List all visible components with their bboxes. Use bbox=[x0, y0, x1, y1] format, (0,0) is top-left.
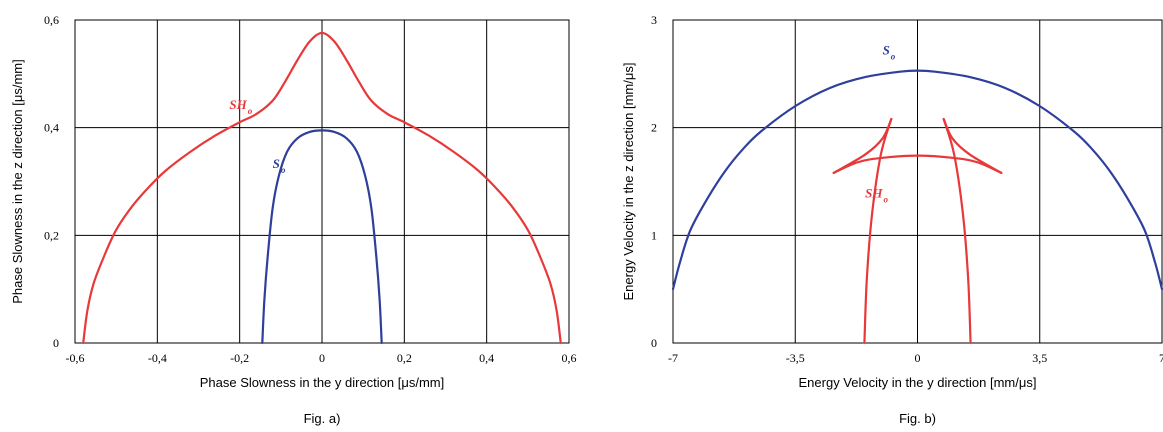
chart-b-series-label-sh: SHo bbox=[865, 186, 888, 205]
chart-a-caption: Fig. a) bbox=[304, 411, 341, 426]
chart-a-series-s-line bbox=[261, 129, 383, 345]
chart-b-series-sh-line bbox=[863, 117, 893, 345]
chart-b-x-tick-label: 3,5 bbox=[1032, 351, 1047, 365]
chart-a-x-tick-label: 0,2 bbox=[397, 351, 412, 365]
chart-b-series-s-line bbox=[671, 69, 1163, 291]
chart-a-grid bbox=[74, 19, 570, 344]
chart-b-x-tick-label: 0 bbox=[915, 351, 921, 365]
chart-b-y-tick-label: 2 bbox=[651, 121, 657, 135]
chart-a-x-tick-label: -0,4 bbox=[148, 351, 167, 365]
chart-b-series-label-s: So bbox=[883, 42, 896, 61]
chart-a-y-tick-label: 0,4 bbox=[44, 121, 59, 135]
chart-b-series-label-subscript: o bbox=[883, 195, 888, 205]
chart-b-y-tick-label: 1 bbox=[651, 228, 657, 242]
chart-a-ticks: -0,6 -0,4 -0,2 0 0,2 0,4 0,6 0 0,2 0,4 0,6 bbox=[44, 13, 577, 365]
chart-a-series-label-subscript: o bbox=[281, 165, 286, 175]
chart-a-series-sh-line bbox=[82, 31, 562, 345]
chart-a-y-axis-label: Phase Slowness in the z direction [μs/mm… bbox=[10, 59, 25, 303]
chart-b-grid bbox=[672, 19, 1163, 344]
chart-a-x-axis-label: Phase Slowness in the y direction [μs/mm… bbox=[200, 375, 444, 390]
chart-a-x-tick-label: -0,6 bbox=[66, 351, 85, 365]
chart-a-x-tick-label: 0,6 bbox=[562, 351, 577, 365]
chart-b-y-tick-label: 0 bbox=[651, 336, 657, 350]
chart-a-x-tick-label: 0,4 bbox=[479, 351, 494, 365]
chart-b-annotations: So SHo bbox=[865, 42, 896, 204]
chart-b-caption: Fig. b) bbox=[899, 411, 936, 426]
chart-b-curves bbox=[671, 69, 1163, 345]
chart-a-frame bbox=[74, 19, 570, 344]
chart-a-curves bbox=[82, 31, 562, 345]
chart-b-ticks: -7 -3,5 0 3,5 7 0 1 2 3 bbox=[651, 13, 1163, 365]
chart-b-x-tick-label: -3,5 bbox=[786, 351, 805, 365]
chart-b-series-sh-line bbox=[942, 117, 972, 345]
chart-b-y-tick-label: 3 bbox=[651, 13, 657, 27]
chart-b-series-sh-line bbox=[832, 154, 1003, 174]
chart-b-x-tick-label: 7 bbox=[1159, 351, 1163, 365]
chart-a-series-label-sh: SHo bbox=[229, 97, 252, 116]
chart-a-series-label-subscript: o bbox=[248, 106, 253, 116]
chart-a-y-tick-label: 0,2 bbox=[44, 228, 59, 242]
chart-b: -7 -3,5 0 3,5 7 0 1 2 3 So SHo Energy Velocity in… bbox=[621, 13, 1163, 426]
chart-a-x-tick-label: 0 bbox=[319, 351, 325, 365]
chart-a-y-tick-label: 0,6 bbox=[44, 13, 59, 27]
chart-a-y-tick-label: 0 bbox=[53, 336, 59, 350]
chart-b-frame bbox=[672, 19, 1163, 344]
chart-b-y-axis-label: Energy Velocity in the z direction [mm/μ… bbox=[621, 63, 636, 301]
chart-b-x-tick-label: -7 bbox=[668, 351, 678, 365]
chart-b-series-label-subscript: o bbox=[891, 51, 896, 61]
chart-a-x-tick-label: -0,2 bbox=[230, 351, 249, 365]
chart-b-x-axis-label: Energy Velocity in the y direction [mm/μ… bbox=[799, 375, 1037, 390]
